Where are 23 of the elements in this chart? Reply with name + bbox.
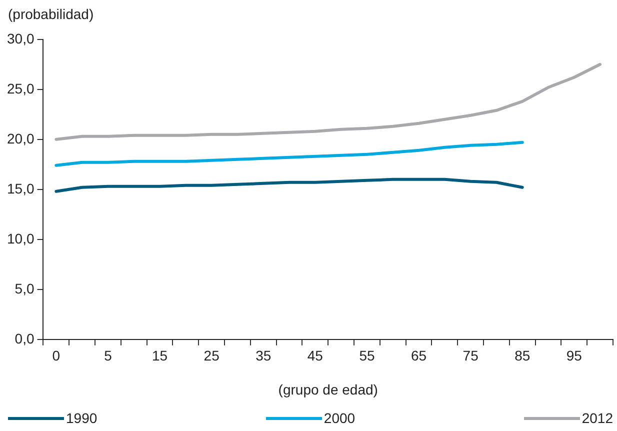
y-tick-label: 15,0	[7, 180, 34, 196]
x-tick-label: 55	[359, 348, 375, 364]
x-tick-label: 15	[152, 348, 168, 364]
y-tick-label: 20,0	[7, 130, 34, 146]
y-tick-label: 25,0	[7, 80, 34, 96]
legend-label: 2012	[582, 410, 613, 426]
y-tick-label: 10,0	[7, 230, 34, 246]
y-tick-label: 0,0	[14, 330, 34, 346]
y-tick-label: 30,0	[7, 30, 34, 46]
x-tick-label: 0	[52, 348, 60, 364]
legend-label: 1990	[66, 410, 98, 426]
y-axis-title: (probabilidad)	[8, 6, 94, 22]
x-tick-label: 95	[566, 348, 582, 364]
legend-label: 2000	[324, 410, 356, 426]
x-tick-label: 75	[462, 348, 479, 364]
x-axis-title: (grupo de edad)	[278, 381, 378, 398]
x-tick-label: 85	[514, 348, 530, 364]
x-tick-label: 35	[256, 348, 272, 364]
y-tick-label: 5,0	[14, 280, 34, 296]
x-tick-label: 45	[307, 348, 324, 364]
x-tick-label: 25	[204, 348, 220, 364]
x-tick-label: 65	[410, 348, 427, 364]
x-tick-label: 5	[104, 348, 112, 364]
